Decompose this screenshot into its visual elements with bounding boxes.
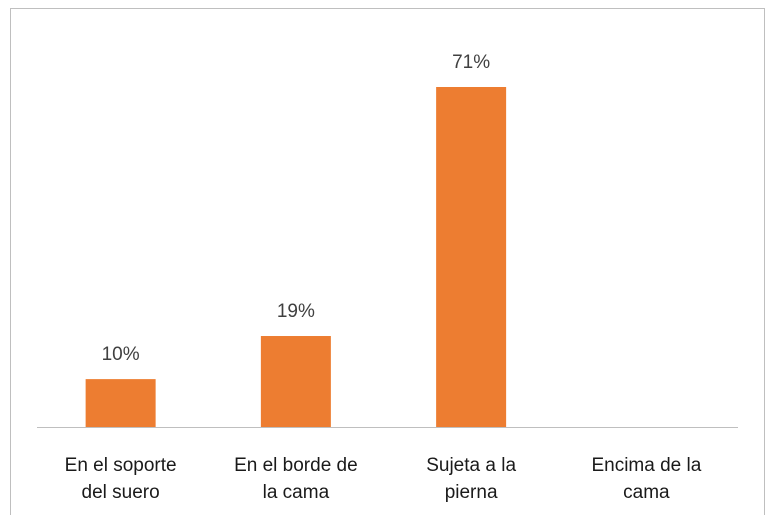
x-tick-label: Sujeta a la pierna <box>426 455 517 503</box>
bar <box>436 87 507 427</box>
data-label: 71% <box>452 52 490 73</box>
data-label: 10% <box>102 344 140 365</box>
bar <box>85 379 156 427</box>
x-tick-label: Encima de la cama <box>591 455 702 503</box>
data-label: 19% <box>277 301 315 322</box>
chart-frame <box>10 8 765 515</box>
x-tick-label: En el soporte del suero <box>64 455 177 503</box>
bar <box>260 336 331 427</box>
x-tick-label: En el borde de la cama <box>234 455 358 503</box>
